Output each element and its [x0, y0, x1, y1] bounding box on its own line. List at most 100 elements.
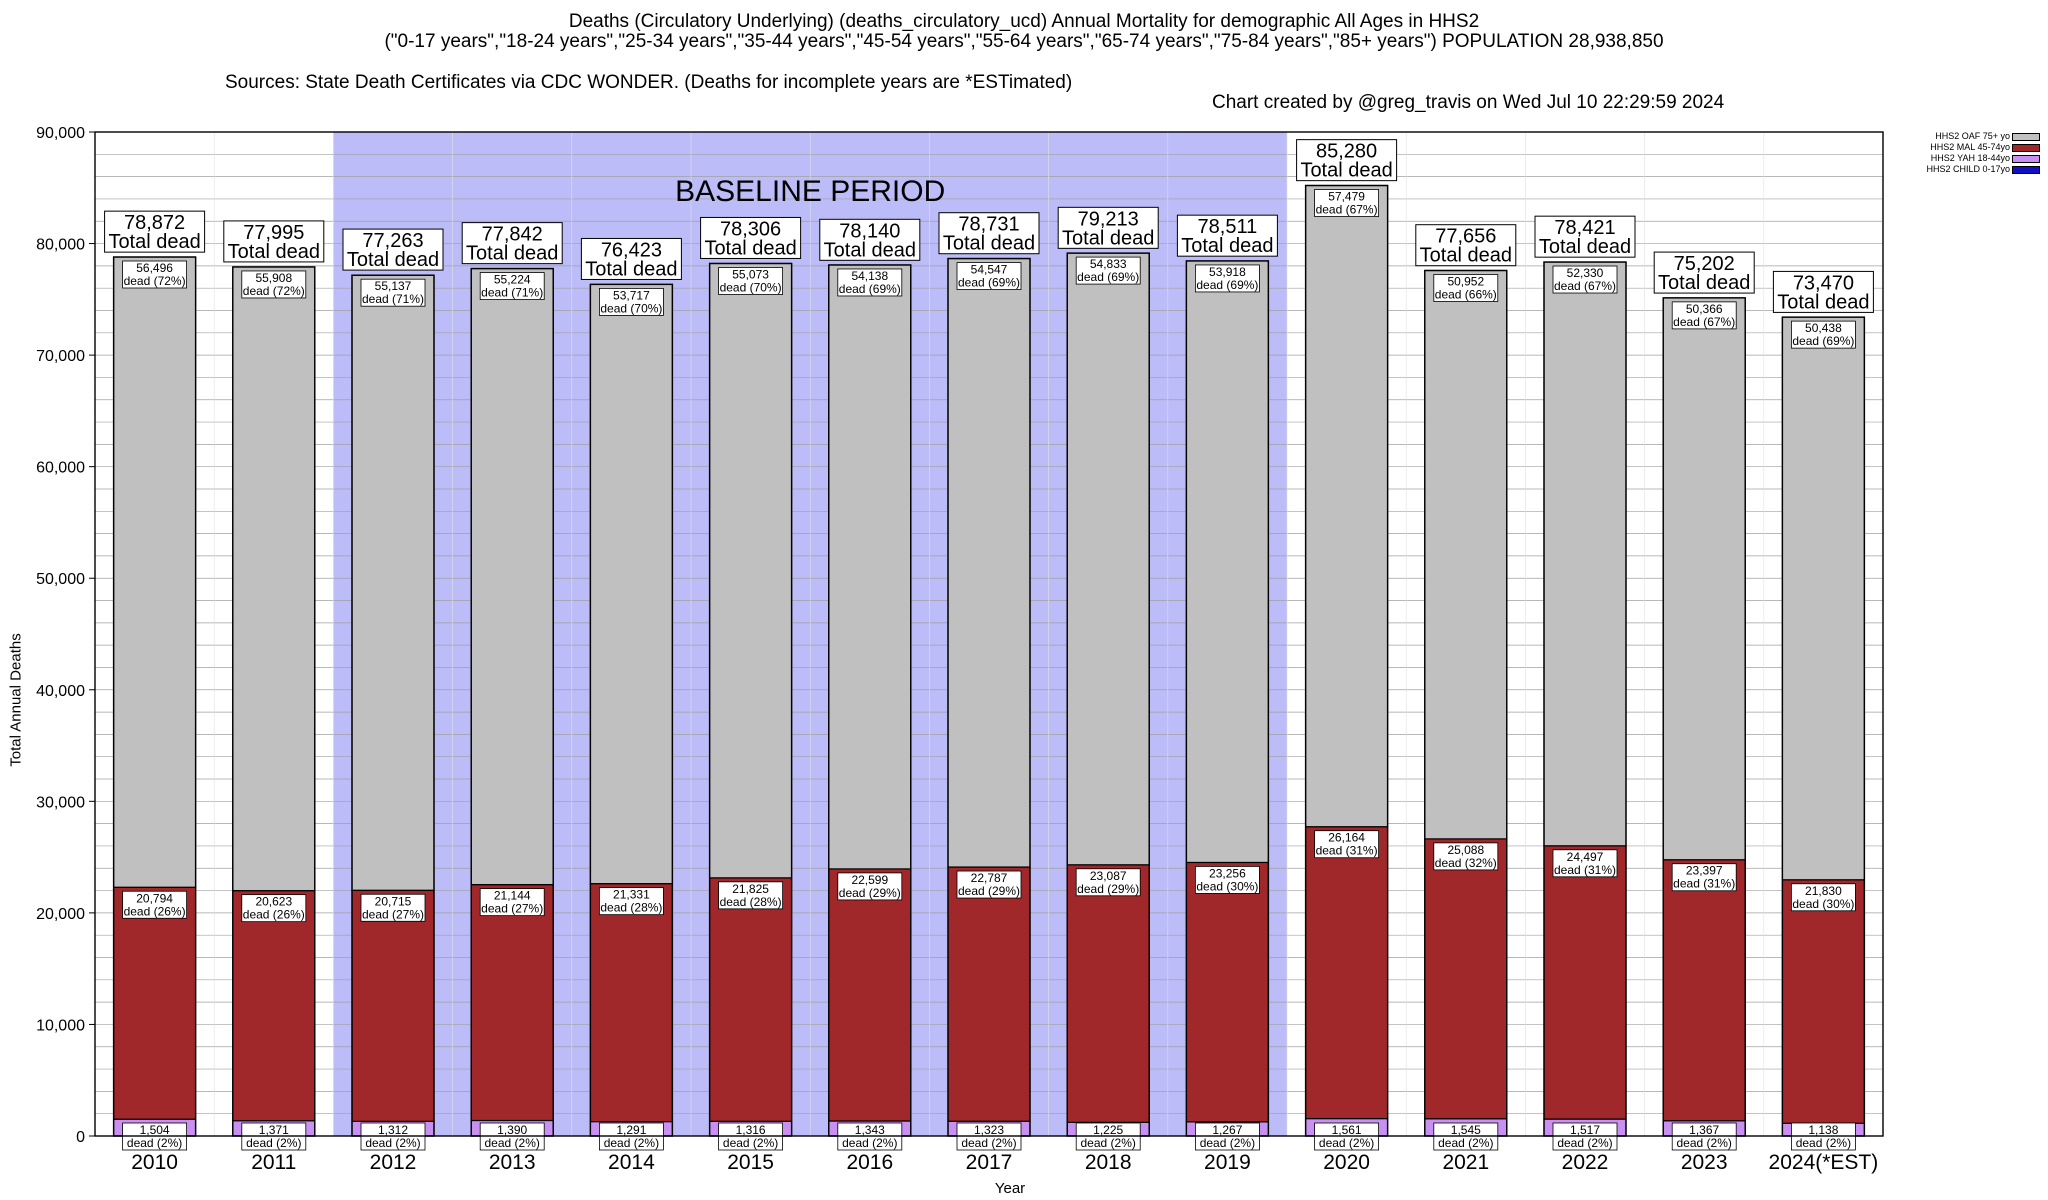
segment-percent-label: dead (2%) [1319, 1136, 1374, 1150]
total-caption-label: Total dead [704, 237, 796, 259]
total-label-box [700, 216, 802, 259]
segment-value-label: 21,144 [494, 889, 531, 903]
segment-label-box [479, 272, 545, 300]
segment-percent-label: dead (29%) [839, 886, 901, 900]
total-value-label: 73,470 [1793, 272, 1854, 294]
segment-value-label: 22,787 [971, 871, 1008, 885]
y-tick-label: 80,000 [36, 237, 85, 254]
total-caption-label: Total dead [585, 258, 677, 280]
total-caption-label: Total dead [108, 231, 200, 253]
segment-value-label: 1,517 [1570, 1123, 1600, 1137]
segment-percent-label: dead (71%) [362, 292, 424, 306]
segment-label-box [1552, 849, 1618, 878]
y-tick-label: 20,000 [36, 906, 85, 923]
legend-item: HHS2 OAF 75+ yo [1870, 131, 2040, 142]
segment-percent-label: dead (2%) [485, 1136, 540, 1150]
segment-percent-label: dead (69%) [839, 282, 901, 296]
y-tick-label: 70,000 [36, 348, 85, 365]
segment-percent-label: dead (72%) [124, 274, 186, 288]
y-tick-label: 60,000 [36, 460, 85, 477]
bar-segment-hhs2-mal-45-74yo [708, 877, 793, 1122]
total-label-box [938, 212, 1040, 255]
segment-value-label: 1,291 [616, 1123, 646, 1137]
segment-value-label: 22,599 [851, 873, 888, 887]
legend-label: HHS2 CHILD 0-17yo [1926, 164, 2010, 174]
segment-percent-label: dead (29%) [958, 884, 1020, 898]
bar-segment-hhs2-oaf-75-yo [589, 283, 674, 885]
legend-item: HHS2 CHILD 0-17yo [1870, 164, 2040, 175]
y-tick-label: 50,000 [36, 571, 85, 588]
segment-value-label: 54,547 [971, 263, 1008, 277]
total-caption-label: Total dead [943, 233, 1035, 255]
segment-percent-label: dead (27%) [481, 902, 543, 916]
bar-segment-hhs2-mal-45-74yo [470, 884, 554, 1122]
total-caption-label: Total dead [824, 239, 916, 261]
segment-label-box [122, 260, 187, 289]
segment-value-label: 1,561 [1332, 1123, 1362, 1137]
total-caption-label: Total dead [1062, 227, 1154, 249]
chart-sources: Sources: State Death Certificates via CD… [225, 72, 1073, 93]
total-label-box [1415, 224, 1517, 267]
segment-value-label: 55,224 [494, 273, 531, 287]
bar-segment-hhs2-oaf-75-yo [1781, 316, 1866, 881]
chart-legend: HHS2 OAF 75+ yo HHS2 MAL 45-74yo HHS2 YAH … [1870, 131, 2040, 175]
x-tick-label: 2015 [727, 1151, 774, 1174]
x-tick-label: 2019 [1204, 1151, 1251, 1174]
bar-segment-hhs2-mal-45-74yo [1304, 826, 1389, 1120]
chart-sources-line: Sources: State Death Certificates via CD… [0, 53, 2048, 113]
bar-segment-hhs2-oaf-75-yo [708, 262, 793, 879]
segment-label-box [360, 278, 426, 307]
total-label-box [580, 237, 682, 280]
segment-percent-label: dead (31%) [1554, 863, 1616, 877]
segment-percent-label: dead (67%) [1673, 315, 1735, 329]
x-tick-label: 2010 [131, 1151, 178, 1174]
bar-segment-hhs2-mal-45-74yo [828, 868, 912, 1122]
y-tick-label: 40,000 [36, 683, 85, 700]
legend-item: HHS2 YAH 18-44yo [1870, 153, 2040, 164]
x-tick-label: 2023 [1681, 1151, 1728, 1174]
bar-segment-hhs2-mal-45-74yo [1185, 861, 1270, 1123]
total-value-label: 78,306 [720, 218, 781, 240]
chart-title: Deaths (Circulatory Underlying) (deaths_… [568, 11, 1480, 32]
bar-segment-hhs2-mal-45-74yo [232, 890, 316, 1122]
segment-percent-label: dead (2%) [246, 1136, 301, 1150]
segment-percent-label: dead (2%) [604, 1136, 659, 1150]
segment-percent-label: dead (2%) [1081, 1136, 1136, 1150]
baseline-period-label: BASELINE PERIOD [675, 175, 945, 208]
bar-segment-hhs2-oaf-75-yo [947, 257, 1031, 868]
segment-value-label: 21,825 [732, 882, 769, 896]
segment-percent-label: dead (32%) [1435, 856, 1497, 870]
segment-label-box [718, 267, 783, 295]
segment-percent-label: dead (28%) [600, 901, 662, 915]
segment-percent-label: dead (70%) [720, 280, 782, 294]
total-value-label: 78,872 [124, 212, 185, 234]
segment-percent-label: dead (69%) [1196, 278, 1258, 292]
total-value-label: 78,731 [958, 214, 1019, 236]
segment-label-box [956, 262, 1022, 290]
total-value-label: 79,213 [1078, 208, 1139, 230]
segment-label-box [1314, 189, 1379, 217]
segment-percent-label: dead (30%) [1792, 897, 1854, 911]
bar-segment-hhs2-oaf-75-yo [1304, 184, 1389, 828]
bar-segment-hhs2-oaf-75-yo [1662, 297, 1746, 861]
plot-frame [94, 131, 1884, 1137]
segment-label-box [1075, 868, 1141, 897]
segment-label-box [1433, 274, 1499, 302]
